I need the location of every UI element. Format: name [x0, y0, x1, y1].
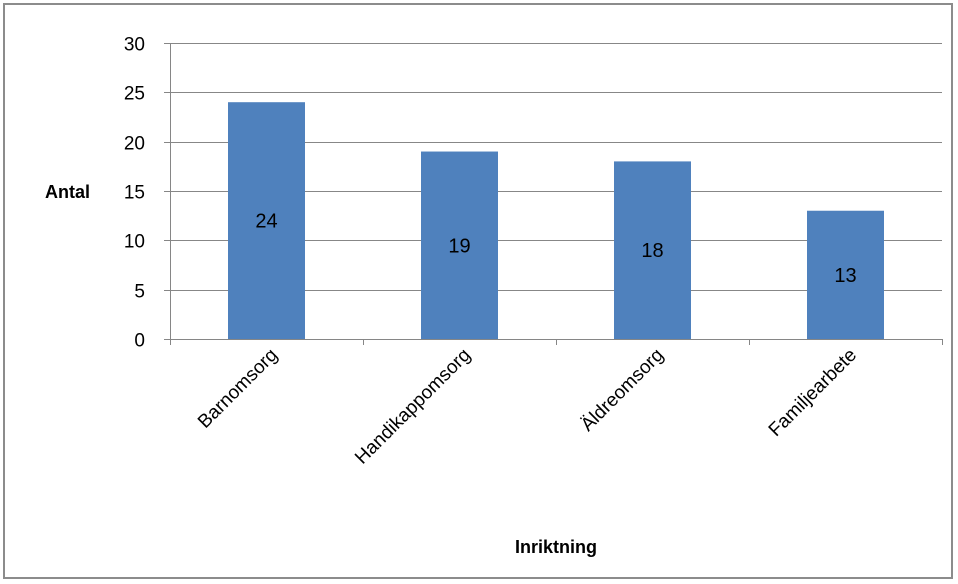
- y-axis-title: Antal: [45, 182, 90, 202]
- x-axis-title: Inriktning: [515, 537, 597, 557]
- y-tick-label: 10: [124, 232, 145, 253]
- y-tick-label: 30: [124, 35, 145, 56]
- category-label: Äldreomsorg: [577, 345, 668, 436]
- axes: [170, 43, 943, 345]
- data-label: 13: [834, 265, 856, 287]
- y-tick-label: 25: [124, 84, 145, 105]
- y-tick-labels: 0 5 10 15 20 25 30: [124, 35, 145, 352]
- y-tick-label: 15: [124, 183, 145, 204]
- category-labels: Barnomsorg Handikappomsorg Äldreomsorg Fami…: [194, 345, 861, 469]
- y-tick-label: 5: [134, 282, 145, 303]
- data-label: 24: [255, 211, 277, 233]
- category-label: Barnomsorg: [194, 345, 282, 433]
- bar-handikappomsorg: [421, 151, 498, 339]
- bar-äldreomsorg: [614, 161, 691, 339]
- data-labels: 24 19 18 13: [255, 211, 856, 287]
- category-label: Familjearbete: [765, 345, 861, 441]
- bar-barnomsorg: [228, 102, 305, 339]
- y-tick-label: 0: [134, 331, 145, 352]
- data-label: 19: [448, 235, 470, 257]
- bars: [228, 102, 884, 339]
- y-tick-label: 20: [124, 134, 145, 155]
- bar-familjearbete: [807, 210, 884, 339]
- data-label: 18: [641, 240, 663, 262]
- category-label: Handikappomsorg: [351, 345, 475, 469]
